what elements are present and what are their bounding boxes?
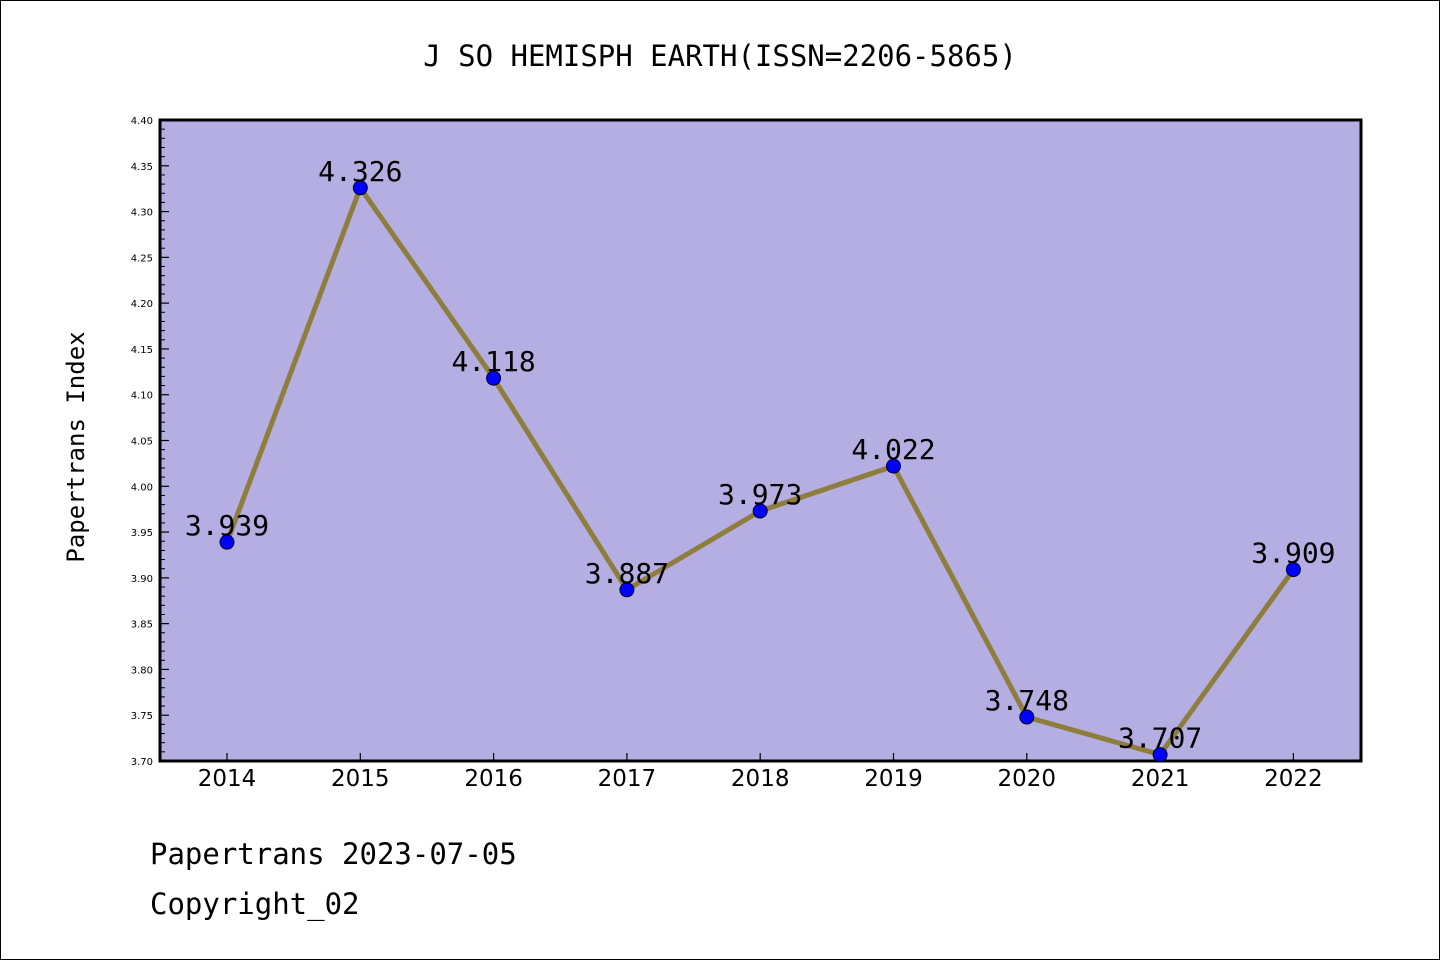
data-point [1152, 747, 1168, 763]
x-tick-label: 2019 [864, 766, 923, 792]
data-label: 3.887 [585, 557, 669, 590]
x-tick-label: 2018 [731, 766, 790, 792]
data-point [619, 582, 635, 598]
data-point [1285, 562, 1301, 578]
data-label: 3.939 [185, 509, 269, 542]
data-point [352, 180, 368, 196]
y-tick-label: 4.35 [131, 162, 153, 173]
x-tick-label: 2014 [198, 766, 257, 792]
y-tick-label: 4.05 [131, 437, 153, 448]
y-tick-label: 4.10 [131, 391, 153, 402]
x-tick-label: 2021 [1131, 766, 1190, 792]
y-tick-label: 3.70 [131, 757, 153, 768]
data-labels: 3.939 4.326 4.118 3.887 3.973 4.022 3.748 3.707… [185, 155, 1336, 755]
y-tick-label: 3.90 [131, 574, 153, 585]
chart-title: J SO HEMISPH EARTH(ISSN=2206-5865) [423, 39, 1017, 73]
y-tick-label: 3.85 [131, 620, 153, 631]
y-tick-label: 3.80 [131, 665, 153, 676]
y-tick-label: 4.00 [131, 482, 153, 493]
y-tick-label: 4.15 [131, 345, 153, 356]
x-axis-ticks: 2014 2015 2016 2017 2018 2019 2020 2021 2022 [198, 753, 1323, 792]
data-point [1019, 709, 1035, 725]
footer-source: Papertrans 2023-07-05 [150, 837, 517, 871]
y-tick-label: 4.30 [131, 208, 153, 219]
data-label: 3.707 [1118, 722, 1202, 755]
x-tick-label: 2016 [464, 766, 523, 792]
data-point [219, 534, 235, 550]
x-tick-label: 2022 [1264, 766, 1323, 792]
y-tick-label: 4.20 [131, 299, 153, 310]
data-label: 4.326 [318, 155, 402, 188]
x-tick-label: 2015 [331, 766, 390, 792]
y-tick-label: 4.40 [131, 116, 153, 127]
data-point [752, 503, 768, 519]
y-tick-label: 4.25 [131, 253, 153, 264]
y-axis-ticks: 3.70 3.75 3.80 3.85 3.90 3.95 4.00 4.05 4.10 4.15… [131, 116, 169, 768]
data-label: 3.748 [985, 684, 1069, 717]
data-point [886, 458, 901, 474]
data-label: 3.909 [1251, 537, 1335, 570]
footer-copyright: Copyright_02 [150, 887, 360, 922]
data-label: 4.022 [851, 433, 935, 466]
y-tick-label: 3.95 [131, 528, 153, 539]
data-points [219, 180, 1301, 763]
x-tick-label: 2017 [598, 766, 657, 792]
data-label: 4.118 [451, 345, 535, 378]
y-axis-label: Papertrans Index [62, 331, 90, 562]
y-tick-label: 3.75 [131, 711, 153, 722]
data-point [486, 370, 502, 386]
data-label: 3.973 [718, 478, 802, 511]
x-tick-label: 2020 [998, 766, 1057, 792]
plot-area [158, 118, 1363, 763]
